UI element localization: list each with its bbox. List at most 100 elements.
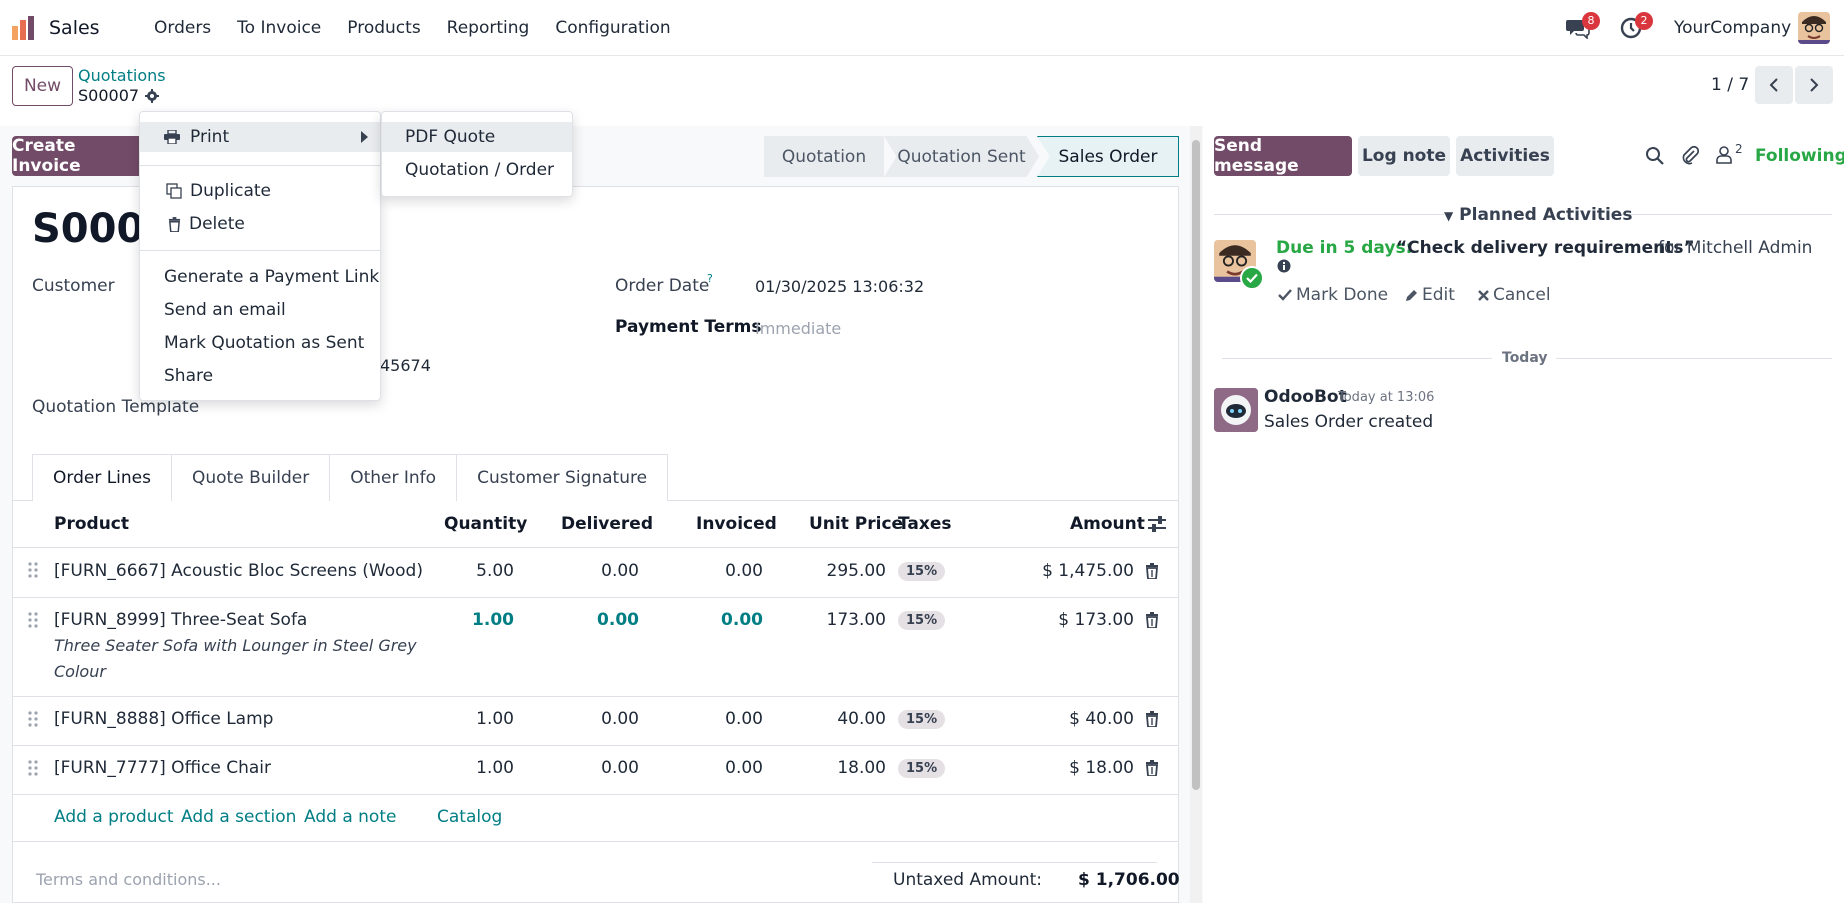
tax-badge[interactable]: 15% <box>898 710 946 729</box>
stage-sales-order[interactable]: Sales Order <box>1037 136 1179 177</box>
print-quotation-order[interactable]: Quotation / Order <box>405 160 555 180</box>
pager-next-button[interactable] <box>1795 66 1833 104</box>
info-icon[interactable] <box>1277 259 1291 273</box>
payment-terms-field[interactable]: Immediate <box>755 319 842 338</box>
breadcrumb-current: S00007 <box>78 86 160 105</box>
col-invoiced[interactable]: Invoiced <box>696 514 777 534</box>
message-author[interactable]: OdooBot <box>1264 387 1347 407</box>
trash-icon[interactable] <box>1145 563 1159 579</box>
activities-button[interactable]: Activities <box>1456 136 1554 176</box>
delivered-cell[interactable]: 0.00 <box>597 610 639 630</box>
add-note-link[interactable]: Add a note <box>304 807 397 827</box>
print-pdf-quote[interactable]: PDF Quote <box>405 127 496 147</box>
drag-handle-icon[interactable] <box>28 711 38 727</box>
tab-customer-signature[interactable]: Customer Signature <box>456 454 669 501</box>
followers-icon[interactable] <box>1716 146 1732 164</box>
activity-summary: “Check delivery requirements” <box>1396 238 1695 258</box>
menu-orders[interactable]: Orders <box>154 18 212 38</box>
mark-done-button[interactable]: Mark Done <box>1278 285 1388 305</box>
menu-configuration[interactable]: Configuration <box>555 18 671 38</box>
menu-reporting[interactable]: Reporting <box>446 18 530 38</box>
print-item-highlight <box>140 122 380 152</box>
unit-price-cell[interactable]: 40.00 <box>837 709 886 729</box>
col-unit-price[interactable]: Unit Price <box>809 514 904 534</box>
trash-icon[interactable] <box>1145 711 1159 727</box>
add-section-link[interactable]: Add a section <box>181 807 297 827</box>
user-avatar[interactable] <box>1798 12 1830 44</box>
unit-price-cell[interactable]: 18.00 <box>837 758 886 778</box>
app-name[interactable]: Sales <box>49 17 100 39</box>
quantity-cell[interactable]: 1.00 <box>472 610 514 630</box>
catalog-link[interactable]: Catalog <box>437 807 503 827</box>
invoiced-cell[interactable]: 0.00 <box>725 561 763 581</box>
quantity-cell[interactable]: 1.00 <box>476 709 514 729</box>
action-delete[interactable]: Delete <box>168 214 245 234</box>
col-amount[interactable]: Amount <box>1070 514 1145 534</box>
col-taxes[interactable]: Taxes <box>898 514 952 534</box>
optional-columns-icon[interactable] <box>1148 516 1166 532</box>
menu-products[interactable]: Products <box>347 18 421 38</box>
drag-handle-icon[interactable] <box>28 760 38 776</box>
delivered-cell[interactable]: 0.00 <box>601 758 639 778</box>
breadcrumb-quotations[interactable]: Quotations <box>78 66 166 85</box>
edit-activity-button[interactable]: Edit <box>1405 285 1455 305</box>
drag-handle-icon[interactable] <box>28 612 38 628</box>
following-button[interactable]: Following <box>1755 146 1844 166</box>
product-cell[interactable]: [FURN_8888] Office Lamp <box>54 709 274 729</box>
action-generate-payment-link[interactable]: Generate a Payment Link <box>164 267 380 287</box>
tax-badge[interactable]: 15% <box>898 562 946 581</box>
tab-quote-builder[interactable]: Quote Builder <box>171 454 331 501</box>
col-product[interactable]: Product <box>54 514 129 534</box>
pager-previous-button[interactable] <box>1755 66 1793 104</box>
create-invoice-button[interactable]: Create Invoice <box>12 136 142 176</box>
stage-quotation[interactable]: Quotation <box>764 136 884 177</box>
order-date-value[interactable]: 01/30/2025 13:06:32 <box>755 277 925 296</box>
action-mark-as-sent[interactable]: Mark Quotation as Sent <box>164 333 365 353</box>
tab-other-info[interactable]: Other Info <box>329 454 458 501</box>
action-share[interactable]: Share <box>164 366 214 386</box>
log-note-button[interactable]: Log note <box>1358 136 1450 176</box>
amount-cell: $ 173.00 <box>1058 610 1134 630</box>
planned-activities-toggle[interactable]: ▼ Planned Activities <box>1444 205 1632 225</box>
unit-price-cell[interactable]: 173.00 <box>826 610 886 630</box>
paperclip-icon[interactable] <box>1680 145 1700 165</box>
trash-icon[interactable] <box>1145 612 1159 628</box>
order-date-help-icon[interactable]: ? <box>707 272 713 285</box>
unit-price-cell[interactable]: 295.00 <box>826 561 886 581</box>
col-quantity[interactable]: Quantity <box>444 514 528 534</box>
send-message-button[interactable]: Send message <box>1214 136 1352 176</box>
drag-handle-icon[interactable] <box>28 562 38 578</box>
col-delivered[interactable]: Delivered <box>561 514 653 534</box>
gear-icon[interactable] <box>145 88 160 103</box>
invoiced-cell[interactable]: 0.00 <box>725 709 763 729</box>
delivered-cell[interactable]: 0.00 <box>601 561 639 581</box>
product-cell[interactable]: [FURN_7777] Office Chair <box>54 758 271 778</box>
search-icon[interactable] <box>1645 146 1664 165</box>
terms-input[interactable]: Terms and conditions... <box>36 870 221 889</box>
sales-app-icon[interactable] <box>10 14 38 42</box>
tax-badge[interactable]: 15% <box>898 759 946 778</box>
stage-quotation-sent[interactable]: Quotation Sent <box>884 136 1039 177</box>
quantity-cell[interactable]: 1.00 <box>476 758 514 778</box>
add-product-link[interactable]: Add a product <box>54 807 174 827</box>
action-duplicate[interactable]: Duplicate <box>166 181 271 201</box>
odoobot-avatar[interactable] <box>1214 388 1258 432</box>
company-switcher[interactable]: YourCompany <box>1674 18 1792 38</box>
quantity-cell[interactable]: 5.00 <box>476 561 514 581</box>
followers-count[interactable]: 2 <box>1735 142 1743 156</box>
cancel-activity-button[interactable]: Cancel <box>1478 285 1551 305</box>
new-button[interactable]: New <box>12 66 73 106</box>
product-cell[interactable]: [FURN_8999] Three-Seat Sofa <box>54 610 308 630</box>
pager-value[interactable]: 1 / 7 <box>1711 75 1750 95</box>
action-send-email[interactable]: Send an email <box>164 300 286 320</box>
invoiced-cell[interactable]: 0.00 <box>725 758 763 778</box>
tax-badge[interactable]: 15% <box>898 611 946 630</box>
form-scrollbar-thumb[interactable] <box>1192 140 1200 790</box>
product-cell[interactable]: [FURN_6667] Acoustic Bloc Screens (Wood) <box>54 561 423 581</box>
delivered-cell[interactable]: 0.00 <box>601 709 639 729</box>
trash-icon[interactable] <box>1145 760 1159 776</box>
action-print[interactable]: Print <box>164 127 229 147</box>
menu-to-invoice[interactable]: To Invoice <box>237 18 322 38</box>
invoiced-cell[interactable]: 0.00 <box>721 610 763 630</box>
tab-order-lines[interactable]: Order Lines <box>32 454 172 501</box>
